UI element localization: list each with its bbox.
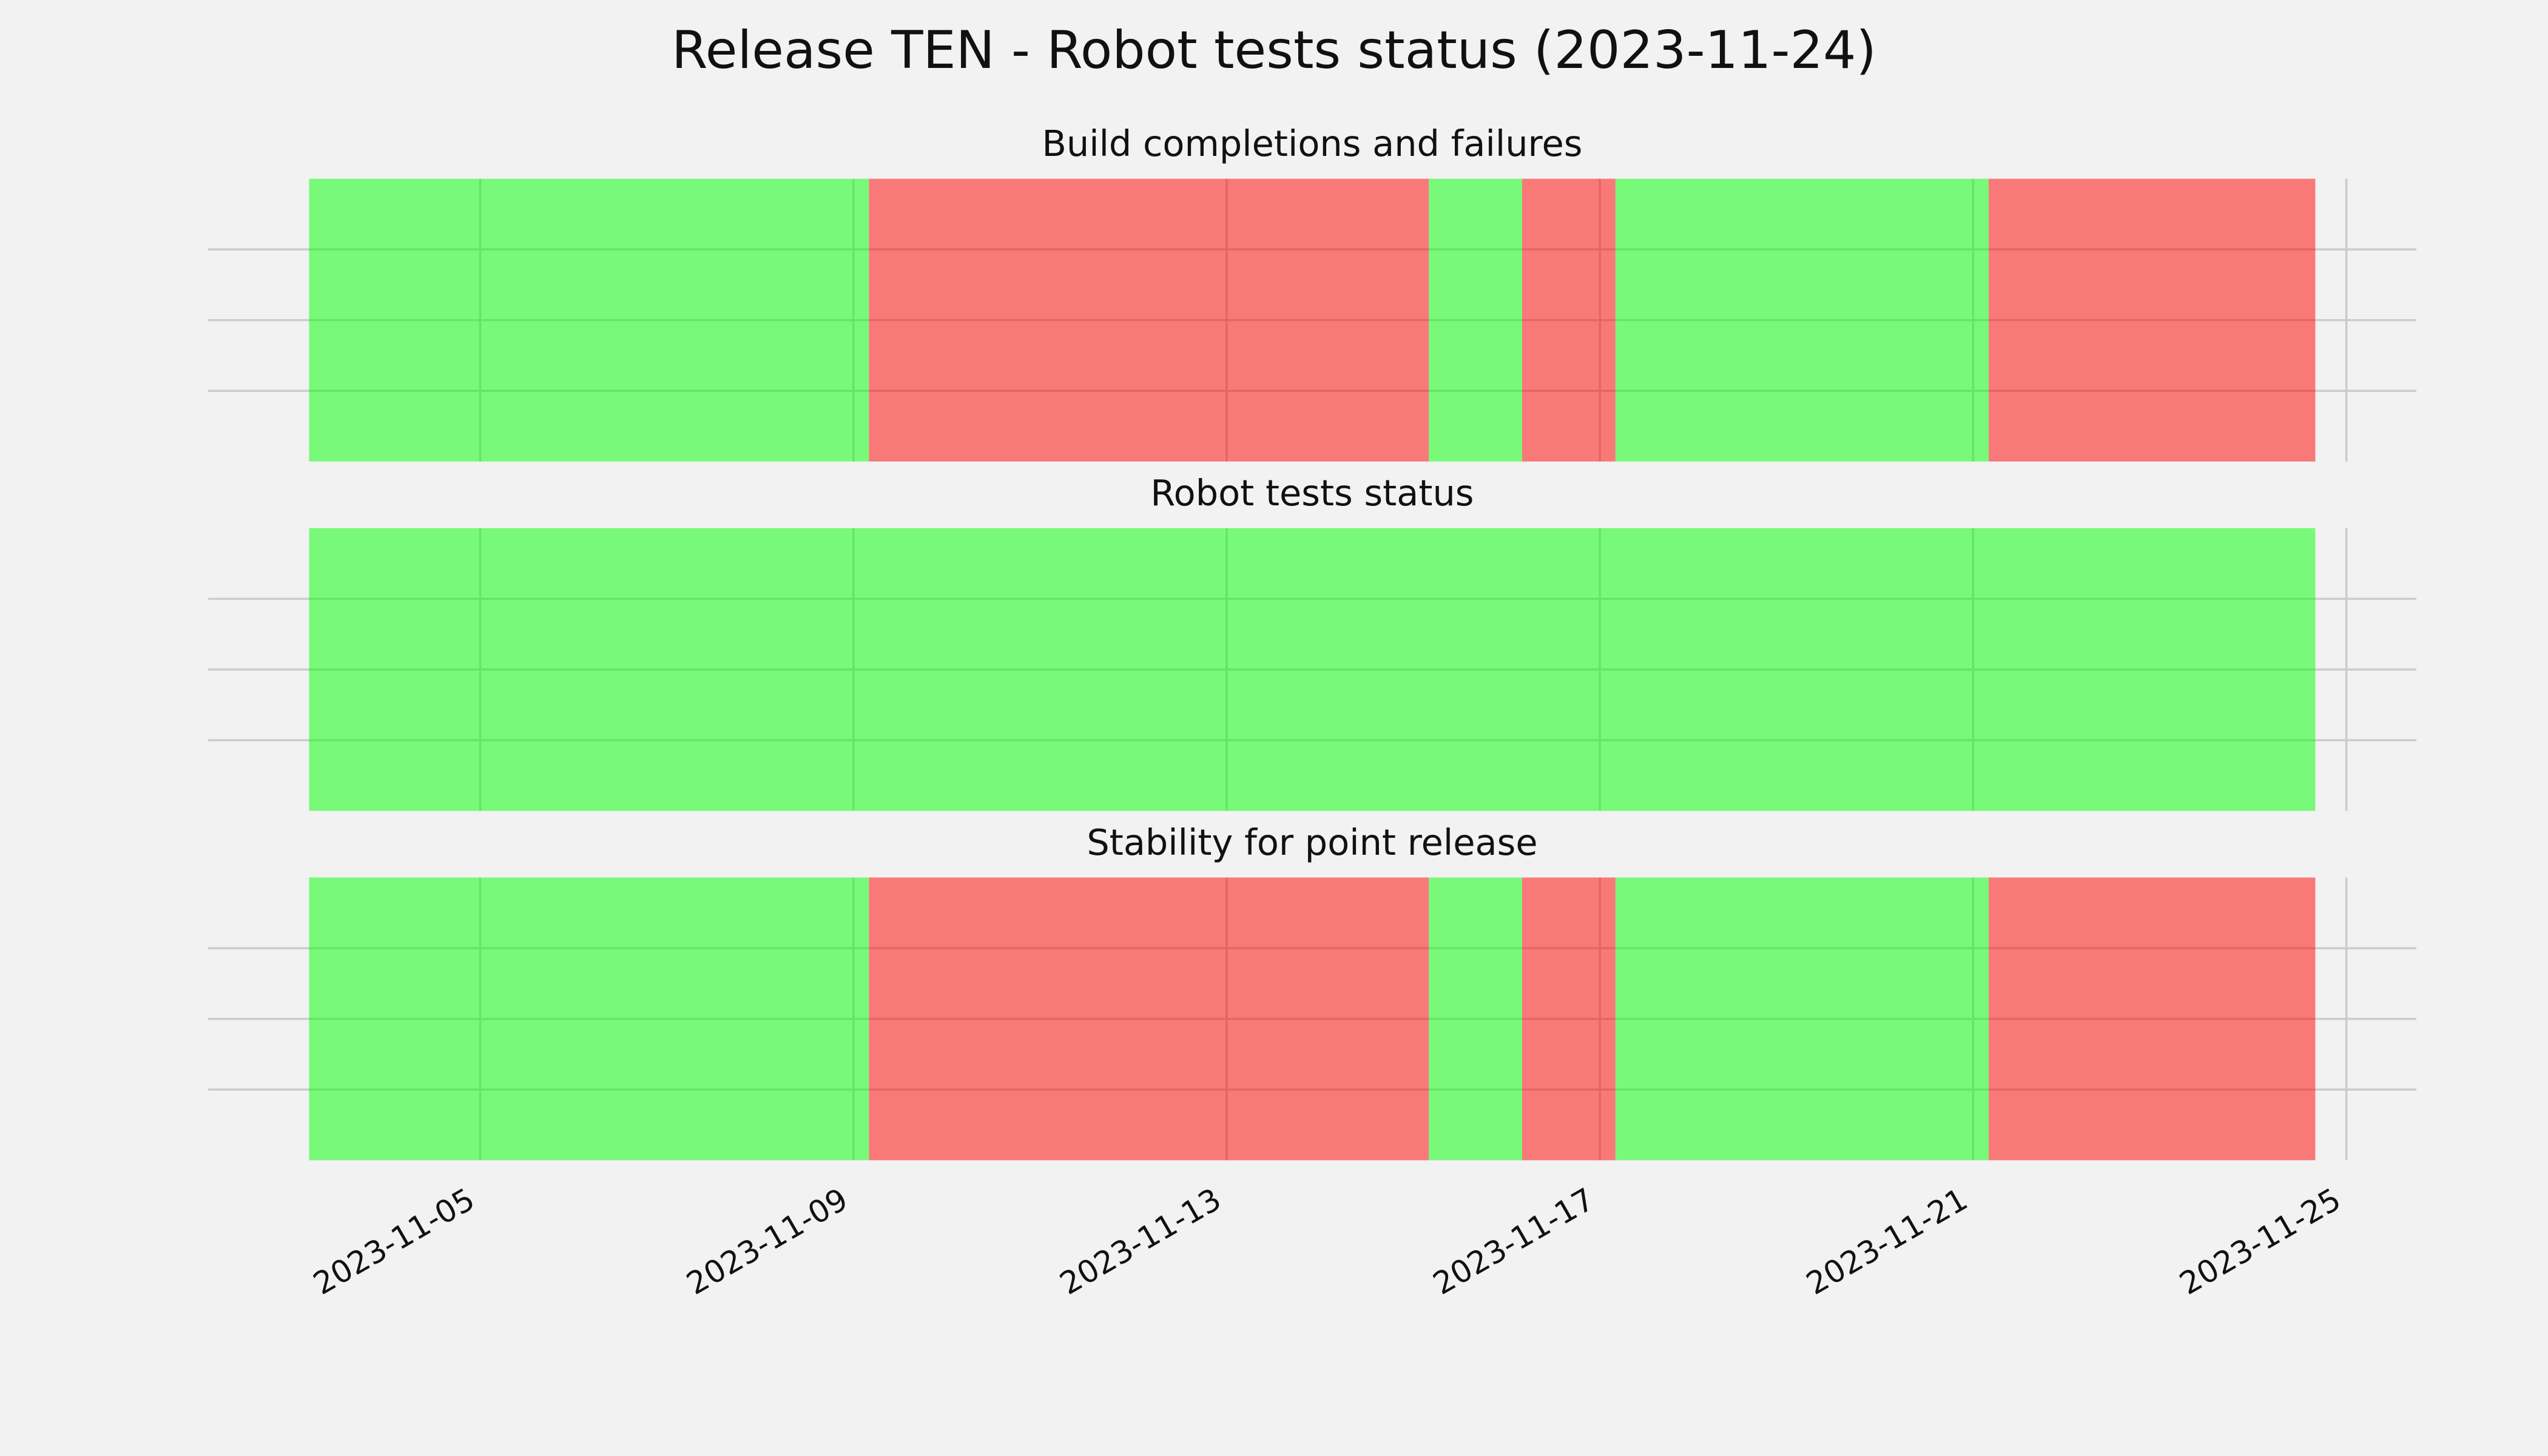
status-span bbox=[1522, 877, 1616, 1161]
status-span bbox=[869, 178, 1429, 462]
status-span bbox=[309, 877, 869, 1161]
subplot-title: Build completions and failures bbox=[1042, 123, 1582, 164]
status-span bbox=[1522, 178, 1616, 462]
subplot-title: Robot tests status bbox=[1150, 472, 1474, 514]
status-span bbox=[869, 877, 1429, 1161]
status-span bbox=[1429, 877, 1523, 1161]
status-span bbox=[1989, 178, 2316, 462]
status-span bbox=[1429, 178, 1523, 462]
status-span bbox=[1989, 877, 2316, 1161]
status-span bbox=[309, 178, 869, 462]
chart-title: Release TEN - Robot tests status (2023-1… bbox=[672, 20, 1876, 81]
status-span bbox=[309, 528, 2316, 811]
status-span bbox=[1615, 877, 1989, 1161]
subplot-title: Stability for point release bbox=[1087, 821, 1537, 863]
status-span bbox=[1615, 178, 1989, 462]
